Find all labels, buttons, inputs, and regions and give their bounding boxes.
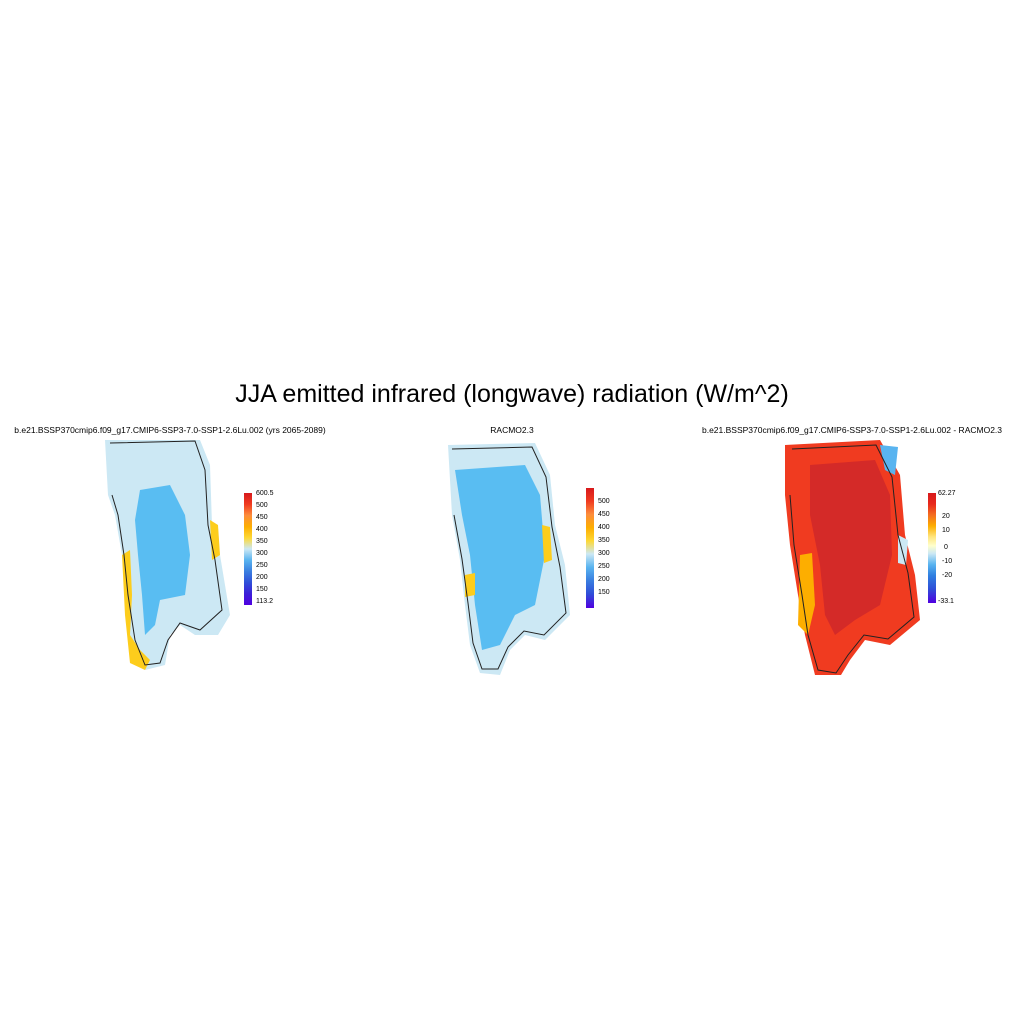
coastline [109, 440, 223, 666]
cbar-label: 20 [942, 513, 950, 520]
diff-cool-patch-east [898, 535, 908, 565]
panel-title-racmo: RACMO2.3 [490, 425, 534, 435]
cbar-label: 350 [598, 537, 610, 544]
diff-core [810, 460, 892, 635]
panel-title-model: b.e21.BSSP370cmip6.f09_g17.CMIP6-SSP3-7.… [14, 425, 326, 435]
coastline [789, 444, 915, 674]
greenland-map-model [105, 440, 230, 670]
cbar-label: 400 [598, 524, 610, 531]
interior-fill [455, 465, 545, 650]
cbar-label: 200 [256, 574, 268, 581]
cbar-label: 500 [598, 498, 610, 505]
cbar-label: 150 [598, 589, 610, 596]
cbar-label: 200 [598, 576, 610, 583]
warm-margin [122, 550, 150, 670]
cbar-label: -10 [942, 558, 953, 565]
cbar-label: 62.27 [938, 490, 956, 497]
cbar-label: -20 [942, 572, 953, 579]
cbar-label: 450 [256, 514, 268, 521]
cbar-label: 500 [256, 502, 268, 509]
cbar-label: 400 [256, 526, 268, 533]
greenland-map-diff [785, 440, 920, 675]
main-title: JJA emitted infrared (longwave) radiatio… [235, 380, 789, 408]
coastline [451, 446, 567, 670]
cbar-label: 150 [256, 586, 268, 593]
cbar-label: -33.1 [938, 598, 954, 605]
greenland-map-racmo [448, 443, 570, 675]
cbar-label: 250 [598, 563, 610, 570]
cbar-label: 600.5 [256, 490, 274, 497]
cbar-label: 250 [256, 562, 268, 569]
warm-margin [465, 573, 475, 597]
panel-title-diff: b.e21.BSSP370cmip6.f09_g17.CMIP6-SSP3-7.… [701, 425, 1003, 435]
cbar-label: 300 [256, 550, 268, 557]
cbar-label: 300 [598, 550, 610, 557]
cbar-label: 0 [944, 544, 948, 551]
cbar-label: 113.2 [256, 598, 273, 605]
diff-warm-patch [798, 553, 815, 635]
cbar-label: 350 [256, 538, 268, 545]
diff-cool-patch [880, 445, 898, 475]
warm-margin-east [542, 525, 552, 563]
cbar-label: 10 [942, 527, 950, 534]
interior-fill [135, 485, 190, 635]
cbar-label: 450 [598, 511, 610, 518]
